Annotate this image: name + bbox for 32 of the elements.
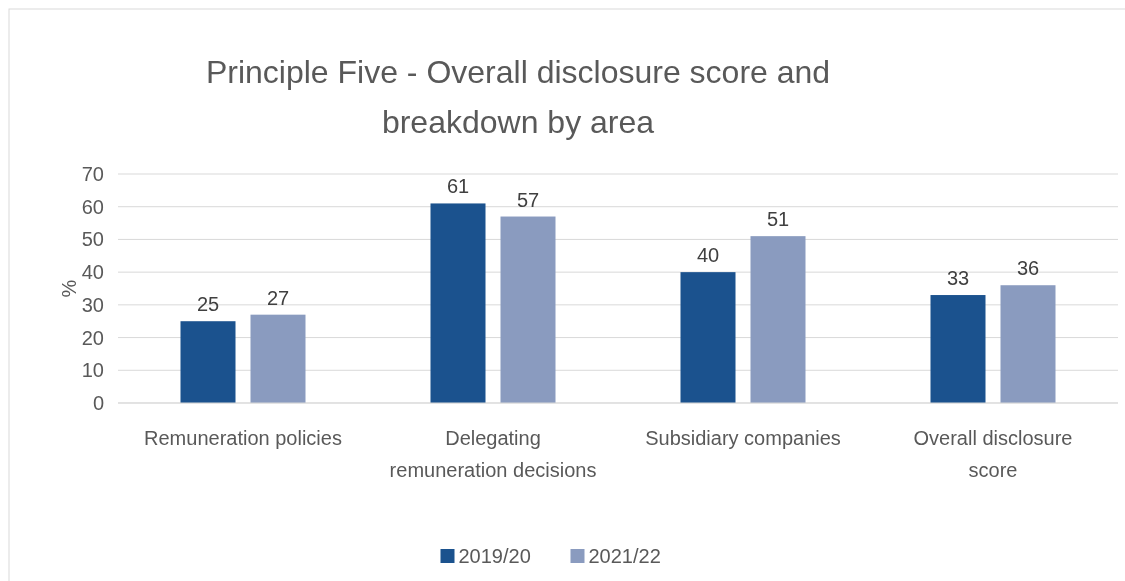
x-tick-label: Remuneration policies bbox=[144, 427, 342, 449]
data-label: 40 bbox=[696, 244, 720, 267]
data-label: 57 bbox=[516, 188, 540, 211]
bar bbox=[1000, 285, 1056, 403]
bar bbox=[750, 236, 806, 403]
data-label: 27 bbox=[266, 286, 290, 309]
y-tick-label: 40 bbox=[81, 261, 104, 284]
y-tick-label: 30 bbox=[81, 293, 104, 316]
bar bbox=[180, 321, 236, 403]
y-tick-label: 70 bbox=[81, 163, 104, 185]
x-tick-label: Subsidiary companies bbox=[645, 427, 841, 449]
bar bbox=[430, 203, 486, 403]
data-label: 61 bbox=[446, 175, 470, 198]
x-tick-label: Delegating remuneration decisions bbox=[389, 427, 597, 481]
data-label: 33 bbox=[946, 267, 970, 290]
data-label: 25 bbox=[196, 293, 220, 316]
bar bbox=[680, 272, 736, 403]
bar bbox=[930, 295, 986, 403]
data-label: 36 bbox=[1016, 257, 1040, 280]
y-tick-label: 10 bbox=[81, 359, 104, 382]
chart-title: Principle Five - Overall disclosure score and breakdown by area bbox=[205, 54, 831, 140]
legend-label: 2021/22 bbox=[588, 545, 661, 567]
bar bbox=[250, 314, 306, 403]
y-tick-label: 50 bbox=[81, 228, 104, 251]
data-label: 51 bbox=[766, 208, 790, 231]
legend-label: 2019/20 bbox=[458, 545, 531, 567]
y-axis-title: % bbox=[58, 279, 80, 298]
bar bbox=[500, 216, 556, 403]
y-tick-label: 20 bbox=[81, 326, 104, 349]
x-tick-label: Overall disclosure score bbox=[913, 427, 1073, 481]
y-tick-label: 60 bbox=[81, 195, 104, 218]
y-tick-label: 0 bbox=[92, 392, 104, 414]
